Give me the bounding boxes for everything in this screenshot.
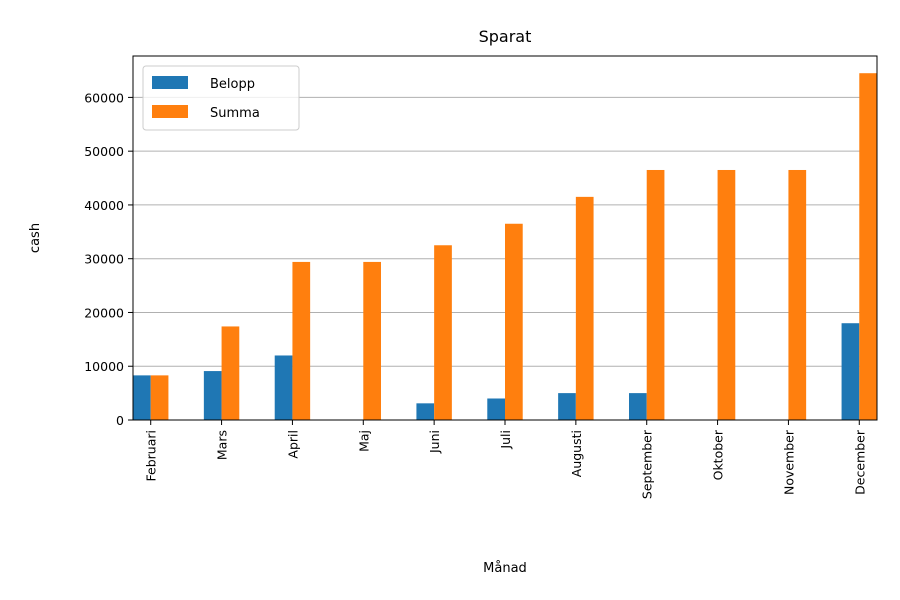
y-tick-label-4: 40000 (84, 198, 124, 213)
bar-belopp-september (629, 393, 647, 420)
legend-swatch-summa (152, 105, 188, 118)
bar-summa-april (292, 261, 311, 420)
x-tick-label-1: Mars (215, 430, 230, 460)
y-axis-label: cash (28, 223, 43, 253)
y-tick-label-6: 60000 (84, 90, 124, 105)
y-tick-label-0: 0 (116, 413, 124, 428)
legend-label-summa: Summa (210, 106, 260, 121)
x-tick-label-6: Augusti (569, 430, 584, 477)
y-axis-ticks: 0 10000 20000 30000 40000 50000 60000 (84, 90, 133, 428)
y-tick-label-2: 20000 (84, 305, 124, 320)
x-axis-ticks: Februari Mars April Maj Juni Juli Augusti Septe… (144, 420, 867, 499)
x-tick-label-5: Juli (498, 430, 513, 450)
bar-summa-mars (221, 326, 240, 420)
x-tick-label-10: December (852, 429, 867, 495)
x-tick-label-4: Juni (427, 430, 442, 454)
bar-summa-juli (505, 223, 523, 420)
legend-swatch-belopp (152, 76, 188, 89)
bar-belopp-augusti (558, 393, 576, 420)
x-tick-label-9: November (781, 429, 796, 495)
bar-belopp-juli (487, 398, 505, 420)
x-tick-label-0: Februari (144, 430, 159, 481)
x-tick-label-7: September (640, 429, 655, 499)
x-tick-label-2: April (285, 430, 300, 459)
bar-belopp-juni (416, 403, 435, 420)
bar-summa-december (859, 73, 877, 420)
bar-summa-maj (363, 261, 381, 420)
bar-summa-februari (150, 375, 169, 420)
x-tick-label-3: Maj (356, 430, 371, 452)
bar-belopp-december (841, 323, 860, 420)
y-tick-label-1: 10000 (84, 359, 124, 374)
bar-belopp-februari (133, 375, 151, 420)
chart-title: Sparat (479, 27, 532, 46)
bar-belopp-mars (203, 371, 222, 420)
x-tick-label-8: Oktober (711, 429, 726, 480)
bar-summa-augusti (575, 196, 594, 420)
bars (133, 73, 877, 420)
y-tick-label-3: 30000 (84, 252, 124, 267)
y-tick-label-5: 50000 (84, 144, 124, 159)
bar-summa-november (788, 169, 807, 420)
bar-summa-oktober (717, 169, 736, 420)
x-axis-label: Månad (483, 561, 527, 576)
legend-label-belopp: Belopp (210, 77, 255, 92)
legend: Belopp Summa (142, 65, 300, 131)
bar-summa-juni (434, 245, 452, 420)
bar-belopp-april (274, 355, 293, 420)
bar-summa-september (646, 169, 665, 420)
